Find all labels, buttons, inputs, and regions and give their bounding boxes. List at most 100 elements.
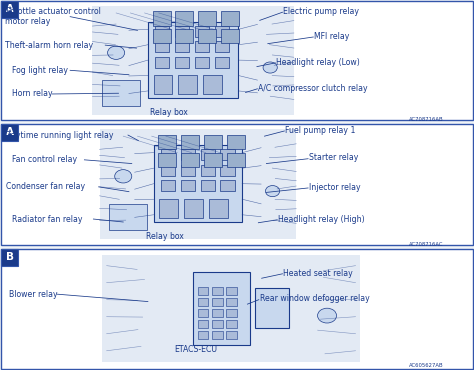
Bar bbox=[215, 26, 229, 37]
Text: Horn relay: Horn relay bbox=[12, 90, 53, 98]
Bar bbox=[227, 298, 237, 306]
Text: AC605627AB: AC605627AB bbox=[409, 363, 443, 368]
Bar bbox=[195, 41, 209, 52]
Bar bbox=[175, 41, 189, 52]
Bar bbox=[1, 249, 473, 369]
Bar bbox=[1, 1, 18, 18]
Bar bbox=[198, 309, 209, 317]
Bar bbox=[153, 29, 171, 43]
Bar bbox=[175, 29, 193, 43]
Text: MFI relay: MFI relay bbox=[314, 32, 350, 41]
Bar bbox=[1, 124, 18, 141]
Text: ETACS-ECU: ETACS-ECU bbox=[174, 345, 217, 354]
Bar bbox=[148, 22, 238, 98]
Circle shape bbox=[265, 186, 280, 197]
Bar bbox=[158, 153, 176, 167]
Bar bbox=[215, 57, 229, 68]
Bar bbox=[212, 320, 223, 328]
Bar bbox=[181, 165, 195, 176]
Bar bbox=[181, 135, 199, 149]
Bar bbox=[212, 309, 223, 317]
Text: A: A bbox=[6, 4, 14, 14]
Bar bbox=[215, 41, 229, 52]
Text: A/C compressor clutch relay: A/C compressor clutch relay bbox=[258, 84, 368, 92]
Bar bbox=[155, 57, 169, 68]
Bar bbox=[1, 124, 473, 245]
Bar bbox=[161, 165, 175, 176]
Text: Throttle actuator control
motor relay: Throttle actuator control motor relay bbox=[5, 7, 100, 26]
Circle shape bbox=[115, 169, 132, 183]
Bar bbox=[161, 180, 175, 191]
Bar bbox=[198, 287, 209, 295]
Bar bbox=[195, 26, 209, 37]
Bar bbox=[159, 199, 178, 218]
Bar bbox=[154, 145, 242, 222]
Bar bbox=[227, 331, 237, 339]
Text: Fog light relay: Fog light relay bbox=[12, 66, 68, 75]
Bar bbox=[195, 57, 209, 68]
Bar bbox=[204, 135, 222, 149]
Bar bbox=[212, 287, 223, 295]
Bar bbox=[203, 75, 222, 94]
Bar bbox=[92, 6, 294, 115]
Bar bbox=[109, 204, 147, 229]
Circle shape bbox=[108, 46, 125, 60]
Circle shape bbox=[318, 308, 337, 323]
Bar bbox=[161, 149, 175, 160]
Bar bbox=[102, 255, 360, 362]
Bar bbox=[227, 135, 245, 149]
Bar bbox=[221, 29, 239, 43]
Bar bbox=[154, 75, 173, 94]
Bar bbox=[184, 199, 203, 218]
Bar bbox=[201, 180, 215, 191]
Bar bbox=[212, 298, 223, 306]
Bar bbox=[201, 149, 215, 160]
Bar bbox=[209, 199, 228, 218]
Bar bbox=[255, 288, 289, 328]
Bar bbox=[220, 165, 235, 176]
Bar bbox=[178, 75, 197, 94]
Text: Electric pump relay: Electric pump relay bbox=[283, 7, 359, 16]
Bar bbox=[212, 331, 223, 339]
Text: Headlight relay (Low): Headlight relay (Low) bbox=[276, 58, 360, 67]
Bar bbox=[153, 11, 171, 26]
Bar bbox=[193, 272, 250, 345]
Bar bbox=[220, 149, 235, 160]
Bar bbox=[1, 1, 473, 120]
Bar bbox=[102, 80, 140, 106]
Bar bbox=[158, 135, 176, 149]
Text: AC708716AB: AC708716AB bbox=[409, 117, 443, 122]
Bar bbox=[227, 320, 237, 328]
Text: Relay box: Relay box bbox=[146, 232, 183, 241]
Bar bbox=[204, 153, 222, 167]
Bar bbox=[155, 26, 169, 37]
Bar bbox=[175, 11, 193, 26]
Text: Headlight relay (High): Headlight relay (High) bbox=[278, 215, 365, 223]
Text: Theft-alarm horn relay: Theft-alarm horn relay bbox=[5, 41, 93, 50]
Text: Radiator fan relay: Radiator fan relay bbox=[12, 215, 82, 223]
Bar bbox=[155, 41, 169, 52]
Bar bbox=[227, 309, 237, 317]
Bar bbox=[181, 180, 195, 191]
Bar bbox=[181, 153, 199, 167]
Bar bbox=[198, 11, 216, 26]
Bar bbox=[201, 165, 215, 176]
Bar bbox=[198, 331, 209, 339]
Text: Condenser fan relay: Condenser fan relay bbox=[6, 182, 85, 191]
Text: Rear window defogger relay: Rear window defogger relay bbox=[260, 295, 370, 303]
Text: Fuel pump relay 1: Fuel pump relay 1 bbox=[285, 126, 356, 135]
Text: Heated seat relay: Heated seat relay bbox=[283, 269, 353, 278]
Text: Injector relay: Injector relay bbox=[309, 183, 361, 192]
Text: Blower relay: Blower relay bbox=[9, 290, 58, 299]
Text: Daytime running light relay: Daytime running light relay bbox=[5, 131, 113, 139]
Text: Starter relay: Starter relay bbox=[309, 154, 358, 162]
Text: B: B bbox=[6, 252, 14, 262]
Bar bbox=[100, 129, 296, 239]
Bar bbox=[198, 298, 209, 306]
Bar bbox=[1, 249, 18, 266]
Text: Relay box: Relay box bbox=[150, 108, 188, 117]
Bar bbox=[198, 29, 216, 43]
Text: Fan control relay: Fan control relay bbox=[12, 155, 77, 164]
Text: AC708716AC: AC708716AC bbox=[409, 242, 443, 247]
Circle shape bbox=[263, 62, 277, 73]
